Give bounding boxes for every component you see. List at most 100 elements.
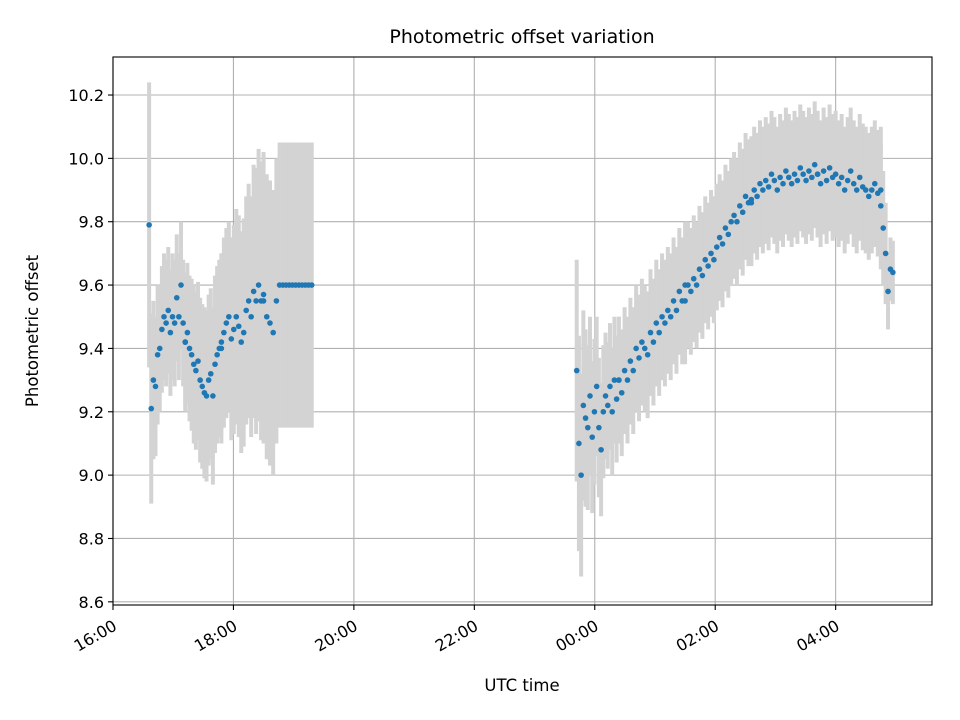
data-point — [178, 282, 184, 288]
y-tick-label: 9.0 — [79, 466, 104, 485]
data-point — [797, 165, 804, 171]
data-point — [719, 241, 726, 247]
data-point — [685, 282, 691, 288]
data-point — [250, 288, 257, 295]
data-point — [862, 187, 869, 193]
data-point — [245, 298, 252, 304]
data-point — [868, 187, 875, 193]
data-point — [742, 193, 749, 200]
data-point — [890, 269, 896, 276]
data-point — [273, 298, 280, 304]
y-tick-label: 9.6 — [79, 276, 104, 295]
data-point — [226, 313, 232, 320]
data-point — [871, 180, 878, 187]
data-point — [253, 298, 259, 304]
data-point — [598, 446, 604, 453]
data-point — [806, 168, 812, 174]
data-point — [639, 339, 645, 345]
data-point — [785, 174, 792, 181]
data-point — [682, 298, 688, 304]
data-point — [878, 203, 884, 209]
data-point — [844, 177, 851, 184]
data-point — [182, 339, 189, 345]
y-tick-label: 9.2 — [79, 403, 104, 422]
data-point — [205, 377, 212, 383]
data-point — [708, 250, 714, 257]
data-point — [800, 171, 806, 178]
data-point — [218, 345, 225, 352]
data-point — [163, 320, 169, 326]
data-point — [803, 177, 809, 184]
data-point — [152, 383, 159, 390]
data-point — [696, 266, 703, 273]
y-tick-label: 9.4 — [79, 339, 104, 358]
data-point — [596, 424, 602, 431]
data-point — [765, 184, 772, 190]
data-point — [647, 329, 654, 336]
data-point — [699, 272, 706, 279]
data-point — [783, 168, 789, 174]
data-point — [716, 234, 723, 241]
data-point — [734, 218, 740, 225]
data-point — [850, 180, 857, 187]
data-point — [841, 187, 848, 193]
data-point — [154, 351, 161, 358]
data-point — [641, 345, 648, 352]
data-point — [195, 358, 201, 364]
data-point — [180, 320, 186, 326]
data-point — [148, 405, 155, 412]
data-point — [630, 367, 637, 374]
data-point — [210, 393, 216, 399]
data-point — [780, 180, 786, 187]
data-point — [659, 313, 665, 320]
data-point — [702, 256, 709, 263]
data-point — [693, 282, 700, 288]
data-point — [865, 193, 872, 200]
data-point — [826, 165, 833, 171]
data-point — [688, 288, 694, 295]
data-point — [167, 329, 174, 336]
data-point — [230, 326, 237, 333]
data-point — [611, 377, 618, 383]
data-point — [255, 282, 262, 288]
data-point — [270, 329, 276, 336]
data-point — [607, 383, 613, 390]
data-point — [670, 298, 677, 304]
data-point — [760, 187, 766, 193]
data-point — [882, 250, 889, 257]
data-point — [711, 256, 717, 263]
plot-area — [112, 56, 933, 606]
data-point — [589, 434, 596, 440]
data-point — [203, 393, 210, 399]
data-point — [880, 225, 887, 231]
data-point — [737, 203, 743, 209]
data-point — [308, 282, 315, 288]
data-point — [838, 174, 845, 181]
data-point — [754, 193, 760, 200]
data-point — [221, 329, 227, 336]
data-point — [644, 351, 651, 358]
data-point — [146, 222, 152, 228]
data-point — [578, 472, 584, 478]
data-point — [885, 288, 891, 295]
y-tick-label: 10.2 — [68, 86, 104, 105]
data-point — [188, 351, 195, 358]
y-axis-ticks: 8.6 8.8 9.0 9.2 9.4 9.6 9.8 10.0 10.2 — [68, 86, 113, 612]
data-point — [602, 393, 609, 399]
data-point — [621, 367, 628, 374]
x-axis-label: UTC time — [484, 676, 559, 695]
data-point — [814, 171, 821, 178]
data-point — [667, 313, 674, 320]
data-point — [584, 424, 591, 431]
data-point — [580, 402, 587, 409]
data-point — [728, 218, 734, 225]
data-point — [228, 336, 235, 342]
data-point — [809, 174, 815, 181]
data-point — [774, 187, 781, 193]
data-point — [233, 313, 240, 320]
data-point — [616, 377, 622, 383]
data-point — [238, 339, 245, 345]
data-point — [173, 294, 180, 301]
data-point — [218, 339, 225, 345]
